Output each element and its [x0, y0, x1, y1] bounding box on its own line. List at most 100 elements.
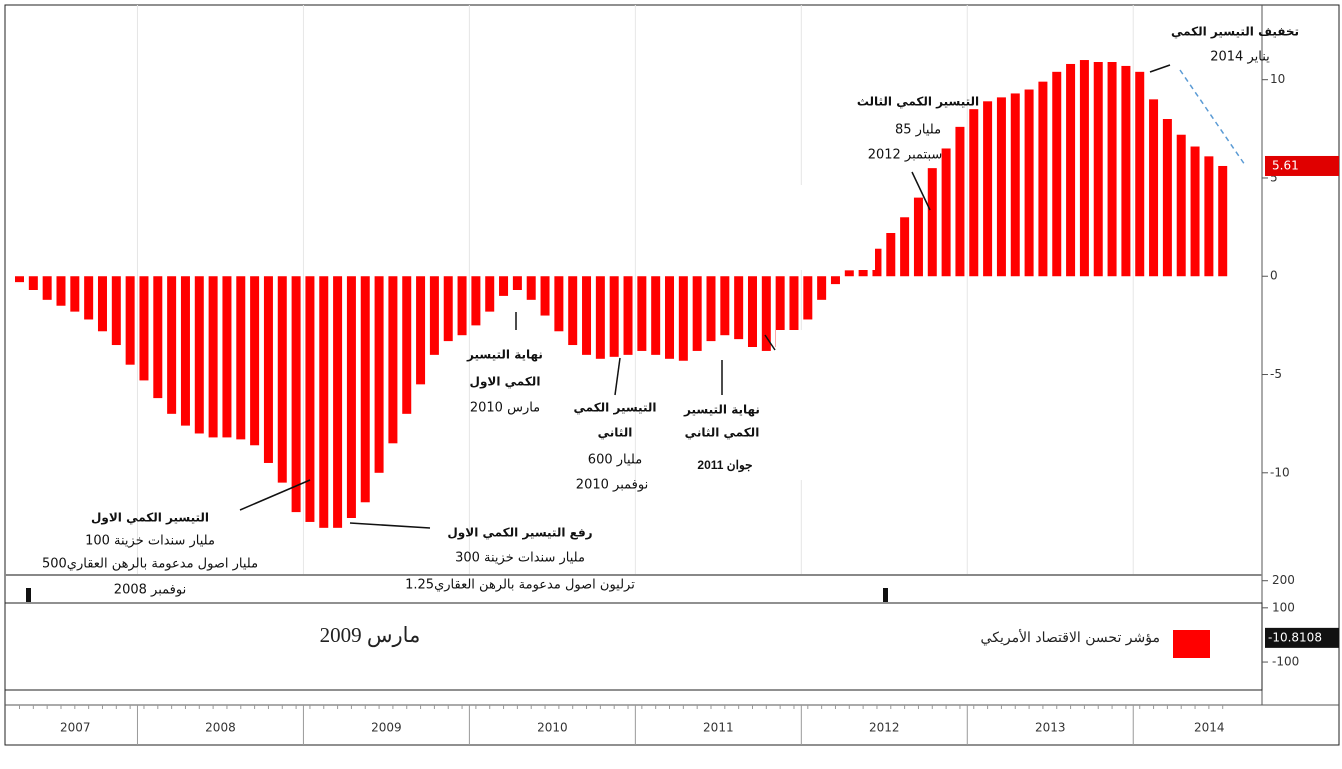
bar	[443, 276, 453, 342]
bar	[900, 217, 910, 277]
legend-swatch	[1173, 630, 1210, 658]
bar	[56, 276, 66, 306]
annotation: 100 مليار سندات خزينة	[85, 534, 215, 549]
bar	[388, 276, 398, 444]
annotation: نهاية التيسير	[683, 403, 760, 417]
bar	[526, 276, 536, 300]
bar	[1176, 134, 1186, 277]
legend-box	[4, 602, 1263, 691]
mask	[720, 185, 875, 270]
bar	[1190, 146, 1200, 277]
x-tick-label: 2014	[1194, 721, 1225, 735]
bar	[955, 126, 965, 277]
annotation: التيسير الكمي الاول	[91, 511, 209, 526]
bar	[97, 276, 107, 332]
bar	[941, 148, 951, 277]
bar	[416, 276, 426, 385]
bar	[886, 233, 896, 277]
bar	[623, 276, 633, 355]
x-tick-label: 2011	[703, 721, 734, 735]
bar	[471, 276, 481, 326]
bar	[125, 276, 135, 365]
annotation: مارس 2010	[470, 401, 540, 416]
bar	[1079, 60, 1089, 277]
bar	[1038, 81, 1048, 277]
bar	[512, 276, 522, 290]
bar	[1149, 99, 1159, 277]
bar	[609, 276, 619, 357]
annotation: 1.25ترليون اصول مدعومة بالرهن العقاري	[405, 578, 635, 593]
bar	[1204, 156, 1214, 277]
bars	[15, 60, 1228, 528]
annotation: 600 مليار	[588, 453, 642, 468]
bar	[236, 276, 246, 440]
bar	[28, 276, 38, 290]
bar	[180, 276, 190, 426]
bar	[1218, 165, 1228, 277]
bar	[457, 276, 467, 336]
legend-label: مؤشر تحسن الاقتصاد الأمريكي	[981, 628, 1160, 646]
lower-y-tick-label: 100	[1272, 600, 1295, 614]
bar	[568, 276, 578, 346]
y-tick-label: 10	[1270, 72, 1285, 86]
lower-mark	[26, 588, 31, 602]
bar	[637, 276, 647, 351]
bar	[913, 197, 923, 277]
bar	[872, 248, 882, 277]
x-tick-label: 2008	[205, 721, 236, 735]
annotation: سبتمبر 2012	[868, 148, 943, 163]
bar	[139, 276, 149, 381]
current-value-box	[1265, 155, 1339, 176]
annotation: 85 مليار	[895, 123, 941, 138]
bar	[803, 276, 813, 320]
bar	[333, 276, 343, 528]
x-tick-label: 2013	[1035, 721, 1066, 735]
bar	[927, 168, 937, 277]
bar	[554, 276, 564, 332]
lower-y-tick-label: -100	[1272, 655, 1299, 669]
y-tick-label: -5	[1270, 367, 1282, 381]
bar	[734, 276, 744, 340]
bar	[402, 276, 412, 414]
lower-current-box	[1265, 627, 1339, 648]
x-tick-label: 2012	[869, 721, 900, 735]
bar	[665, 276, 675, 359]
bar	[42, 276, 52, 300]
bar	[1010, 93, 1020, 277]
y-tick-label: -10	[1270, 465, 1290, 479]
lower-y-tick-label: 200	[1272, 573, 1295, 587]
bar	[263, 276, 273, 463]
bar	[1093, 62, 1103, 277]
bar	[499, 276, 509, 296]
annotation: التيسير الكمي	[574, 401, 657, 415]
bar	[706, 276, 716, 342]
bar	[830, 276, 840, 285]
bar	[817, 276, 827, 300]
bar	[996, 97, 1006, 277]
annotation: 500مليار اصول مدعومة بالرهن العقاري	[42, 557, 258, 572]
bar	[761, 276, 771, 351]
annotation: نوفمبر 2008	[114, 583, 186, 598]
bar	[153, 276, 163, 399]
bar	[167, 276, 177, 414]
annotation: تخفيف التيسير الكمي	[1171, 25, 1299, 39]
bar	[775, 276, 785, 347]
bar	[678, 276, 688, 361]
legend-note: مارس 2009	[320, 623, 421, 648]
mask	[776, 330, 910, 480]
annotation: نهاية التيسير	[466, 348, 543, 362]
bar	[111, 276, 121, 346]
bar	[291, 276, 301, 513]
bar	[692, 276, 702, 351]
annotation: الكمي الثاني	[685, 426, 760, 440]
bar	[720, 276, 730, 336]
x-tick-label: 2007	[60, 721, 91, 735]
bar	[1135, 71, 1145, 277]
bar	[346, 276, 356, 518]
grid	[136, 5, 1134, 575]
x-tick-label: 2009	[371, 721, 402, 735]
bar	[1052, 71, 1062, 277]
bar	[969, 109, 979, 277]
bar	[844, 270, 854, 277]
